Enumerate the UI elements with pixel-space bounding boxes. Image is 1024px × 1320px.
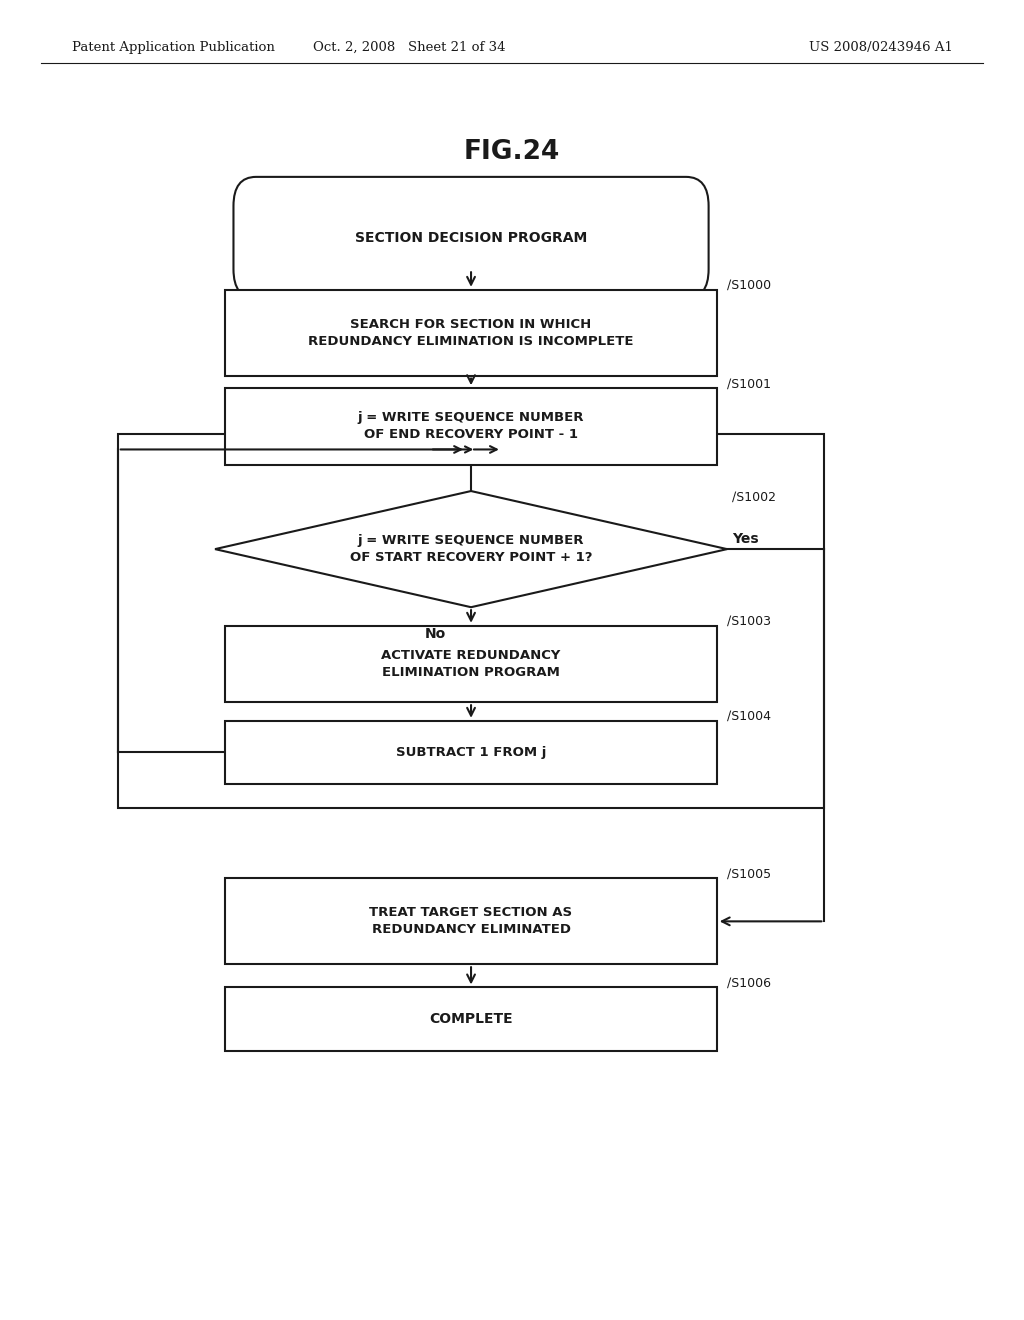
Text: ∕S1002: ∕S1002 xyxy=(732,491,776,504)
Text: TREAT TARGET SECTION AS
REDUNDANCY ELIMINATED: TREAT TARGET SECTION AS REDUNDANCY ELIMI… xyxy=(370,907,572,936)
Text: ∕S1003: ∕S1003 xyxy=(727,615,771,628)
Text: Yes: Yes xyxy=(732,532,759,545)
Text: SUBTRACT 1 FROM j: SUBTRACT 1 FROM j xyxy=(396,746,546,759)
Bar xyxy=(225,987,717,1051)
Bar xyxy=(225,290,717,375)
Text: j = WRITE SEQUENCE NUMBER
OF END RECOVERY POINT - 1: j = WRITE SEQUENCE NUMBER OF END RECOVER… xyxy=(357,412,585,441)
Polygon shape xyxy=(215,491,727,607)
Bar xyxy=(118,434,824,808)
Text: FIG.24: FIG.24 xyxy=(464,139,560,165)
Text: ∕S1001: ∕S1001 xyxy=(727,378,771,391)
Text: No: No xyxy=(425,627,445,640)
Bar xyxy=(225,879,717,964)
Text: SEARCH FOR SECTION IN WHICH
REDUNDANCY ELIMINATION IS INCOMPLETE: SEARCH FOR SECTION IN WHICH REDUNDANCY E… xyxy=(308,318,634,347)
Text: Oct. 2, 2008   Sheet 21 of 34: Oct. 2, 2008 Sheet 21 of 34 xyxy=(313,41,506,54)
Text: COMPLETE: COMPLETE xyxy=(429,1012,513,1026)
Text: SECTION DECISION PROGRAM: SECTION DECISION PROGRAM xyxy=(355,231,587,244)
Text: ∕S1004: ∕S1004 xyxy=(727,710,771,723)
Bar xyxy=(225,721,717,784)
Text: Patent Application Publication: Patent Application Publication xyxy=(72,41,274,54)
Text: ∕S1000: ∕S1000 xyxy=(727,280,771,292)
Bar xyxy=(225,626,717,702)
Text: j = WRITE SEQUENCE NUMBER
OF START RECOVERY POINT + 1?: j = WRITE SEQUENCE NUMBER OF START RECOV… xyxy=(350,535,592,564)
Bar xyxy=(225,388,717,465)
Text: US 2008/0243946 A1: US 2008/0243946 A1 xyxy=(809,41,952,54)
FancyBboxPatch shape xyxy=(233,177,709,298)
Text: ∕S1006: ∕S1006 xyxy=(727,977,771,990)
Text: ∕S1005: ∕S1005 xyxy=(727,869,771,880)
Text: ACTIVATE REDUNDANCY
ELIMINATION PROGRAM: ACTIVATE REDUNDANCY ELIMINATION PROGRAM xyxy=(381,649,561,678)
